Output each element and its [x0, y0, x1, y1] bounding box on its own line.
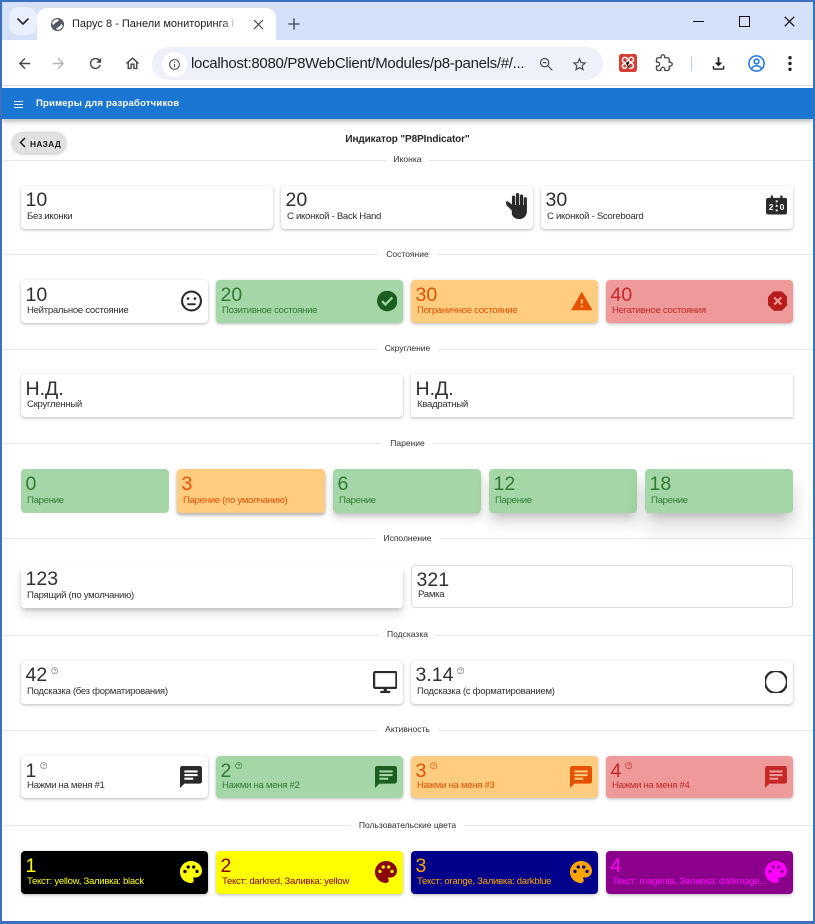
svg-text:2: 2	[768, 202, 773, 212]
svg-text:0: 0	[779, 202, 784, 212]
